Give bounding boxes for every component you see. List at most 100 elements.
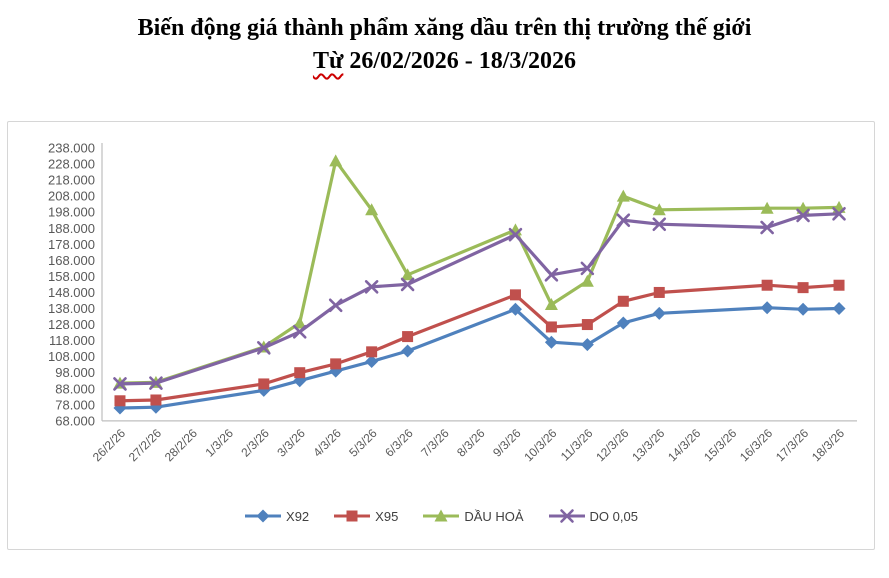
marker-X95-17/3/26 — [797, 282, 809, 294]
marker-DO 0,05-9/3/26 — [508, 227, 523, 242]
chart-subtitle: Từ 26/02/2026 - 18/3/2026 — [0, 45, 889, 78]
x-axis-tick-label: 10/3/26 — [521, 426, 559, 464]
marker-X95-5/3/26 — [366, 346, 378, 358]
y-axis-tick-label: 148.000 — [48, 285, 95, 300]
marker-DẦU HOẢ-13/3/26 — [652, 203, 666, 216]
y-axis-tick-label: 238.000 — [48, 141, 95, 156]
marker-X95-10/3/26 — [545, 321, 557, 333]
x-axis-tick-label: 26/2/26 — [90, 426, 128, 464]
y-axis-tick-label: 188.000 — [48, 221, 95, 236]
x-axis-tick-label: 1/3/26 — [202, 426, 236, 460]
y-axis-tick-label: 128.000 — [48, 317, 95, 332]
legend-item-X95: X95 — [333, 508, 398, 524]
x-axis-tick-label: 15/3/26 — [701, 426, 739, 464]
x-axis-tick-label: 16/3/26 — [737, 426, 775, 464]
y-axis-tick-label: 138.000 — [48, 301, 95, 316]
y-axis-tick-label: 78.000 — [55, 397, 95, 412]
marker-X92-18/3/26 — [832, 302, 846, 315]
y-axis-tick-label: 68.000 — [55, 413, 95, 428]
y-axis-tick-label: 98.000 — [55, 365, 95, 380]
marker-DO 0,05-16/3/26 — [760, 220, 774, 235]
x-axis-tick-label: 28/2/26 — [162, 426, 200, 464]
legend-marker-X95 — [334, 510, 371, 522]
chart-title-block: Biến động giá thành phẩm xăng dầu trên t… — [0, 12, 889, 78]
marker-DO 0,05-26/2/26 — [113, 377, 127, 391]
y-axis-tick-label: 88.000 — [55, 381, 95, 396]
marker-X92-10/3/26 — [544, 335, 558, 349]
legend-label-X92: X92 — [286, 508, 310, 524]
y-axis-tick-label: 198.000 — [48, 205, 95, 220]
marker-X95-16/3/26 — [761, 279, 773, 291]
marker-DẦU HOẢ-16/3/26 — [760, 201, 774, 214]
marker-X95-18/3/26 — [833, 279, 845, 291]
marker-X92-13/3/26 — [652, 306, 666, 320]
x-axis-tick-label: 7/3/26 — [418, 426, 452, 460]
marker-DO 0,05-3/3/26 — [292, 324, 307, 339]
marker-X95-2/3/26 — [258, 378, 270, 390]
marker-DO 0,05-5/3/26 — [364, 280, 379, 294]
marker-X92-5/3/26 — [365, 354, 379, 368]
marker-DẦU HOẢ-10/3/26 — [544, 297, 558, 310]
marker-X92-9/3/26 — [508, 302, 522, 316]
chart-title: Biến động giá thành phẩm xăng dầu trên t… — [137, 15, 752, 41]
subtitle-date-range: 26/02/2026 - 18/3/2026 — [343, 48, 577, 74]
legend-marker-DO 0,05 — [548, 509, 585, 523]
legend-marker-sample — [346, 510, 358, 522]
x-axis-tick-label: 18/3/26 — [809, 426, 847, 464]
x-axis-tick-label: 5/3/26 — [346, 426, 380, 460]
marker-DẦU HOẢ-12/3/26 — [616, 189, 630, 202]
legend-label-DẦU HOẢ: DẦU HOẢ — [464, 508, 524, 524]
x-axis-tick-label: 2/3/26 — [238, 426, 272, 460]
legend-marker-sample — [256, 509, 270, 523]
legend-marker-X92 — [245, 509, 282, 523]
x-axis-tick-label: 9/3/26 — [490, 426, 524, 460]
marker-DO 0,05-12/3/26 — [616, 213, 631, 228]
marker-X92-11/3/26 — [580, 338, 594, 352]
subtitle-spellcheck-word: Từ — [312, 48, 344, 74]
marker-X92-17/3/26 — [796, 302, 810, 316]
marker-X95-26/2/26 — [114, 395, 126, 407]
marker-DẦU HOẢ-3/3/26 — [293, 316, 307, 329]
x-axis-tick-label: 12/3/26 — [593, 426, 631, 464]
y-axis-tick-label: 108.000 — [48, 349, 95, 364]
series-line-X95 — [118, 283, 841, 403]
marker-DO 0,05-6/3/26 — [400, 277, 415, 292]
marker-DẦU HOẢ-6/3/26 — [401, 268, 415, 281]
x-axis-tick-label: 4/3/26 — [310, 426, 344, 460]
x-axis-tick-label: 14/3/26 — [665, 426, 703, 464]
x-axis-tick-label: 8/3/26 — [454, 426, 488, 460]
marker-X95-13/3/26 — [653, 286, 665, 298]
x-axis-tick-label: 27/2/26 — [126, 426, 164, 464]
y-axis-tick-label: 218.000 — [48, 173, 95, 188]
marker-X95-4/3/26 — [330, 358, 342, 370]
marker-X95-27/2/26 — [150, 394, 162, 406]
y-axis-tick-label: 178.000 — [48, 237, 95, 252]
marker-X92-6/3/26 — [401, 344, 415, 358]
y-axis-tick-label: 168.000 — [48, 253, 95, 268]
legend-item-DẦU HOẢ: DẦU HOẢ — [422, 508, 524, 524]
marker-DẦU HOẢ-4/3/26 — [329, 154, 343, 167]
legend-marker-sample — [434, 509, 448, 522]
marker-X92-16/3/26 — [760, 301, 774, 315]
marker-X95-12/3/26 — [617, 295, 629, 307]
legend-marker-sample — [559, 509, 574, 523]
marker-X95-9/3/26 — [509, 289, 521, 301]
marker-DO 0,05-2/3/26 — [256, 341, 271, 355]
marker-DẦU HOẢ-11/3/26 — [580, 274, 594, 287]
marker-DO 0,05-17/3/26 — [796, 208, 810, 223]
marker-X92-12/3/26 — [616, 316, 630, 330]
line-chart-plot: 238.000228.000218.000208.000198.000188.0… — [48, 141, 857, 464]
series-line-DẦU HOẢ — [118, 159, 841, 385]
x-axis-tick-label: 11/3/26 — [558, 426, 596, 464]
marker-DO 0,05-11/3/26 — [580, 261, 595, 276]
y-axis-tick-label: 228.000 — [48, 157, 95, 172]
legend-item-X92: X92 — [244, 508, 309, 524]
series-line-DO 0,05 — [118, 212, 841, 386]
y-axis-tick-label: 118.000 — [49, 333, 95, 348]
marker-X95-6/3/26 — [402, 331, 414, 343]
legend-marker-DẦU HOẢ — [423, 509, 460, 522]
y-axis-tick-label: 158.000 — [48, 269, 95, 284]
y-axis-tick-label: 208.000 — [48, 189, 95, 204]
x-axis-tick-label: 17/3/26 — [773, 426, 811, 464]
marker-X95-11/3/26 — [581, 319, 593, 331]
